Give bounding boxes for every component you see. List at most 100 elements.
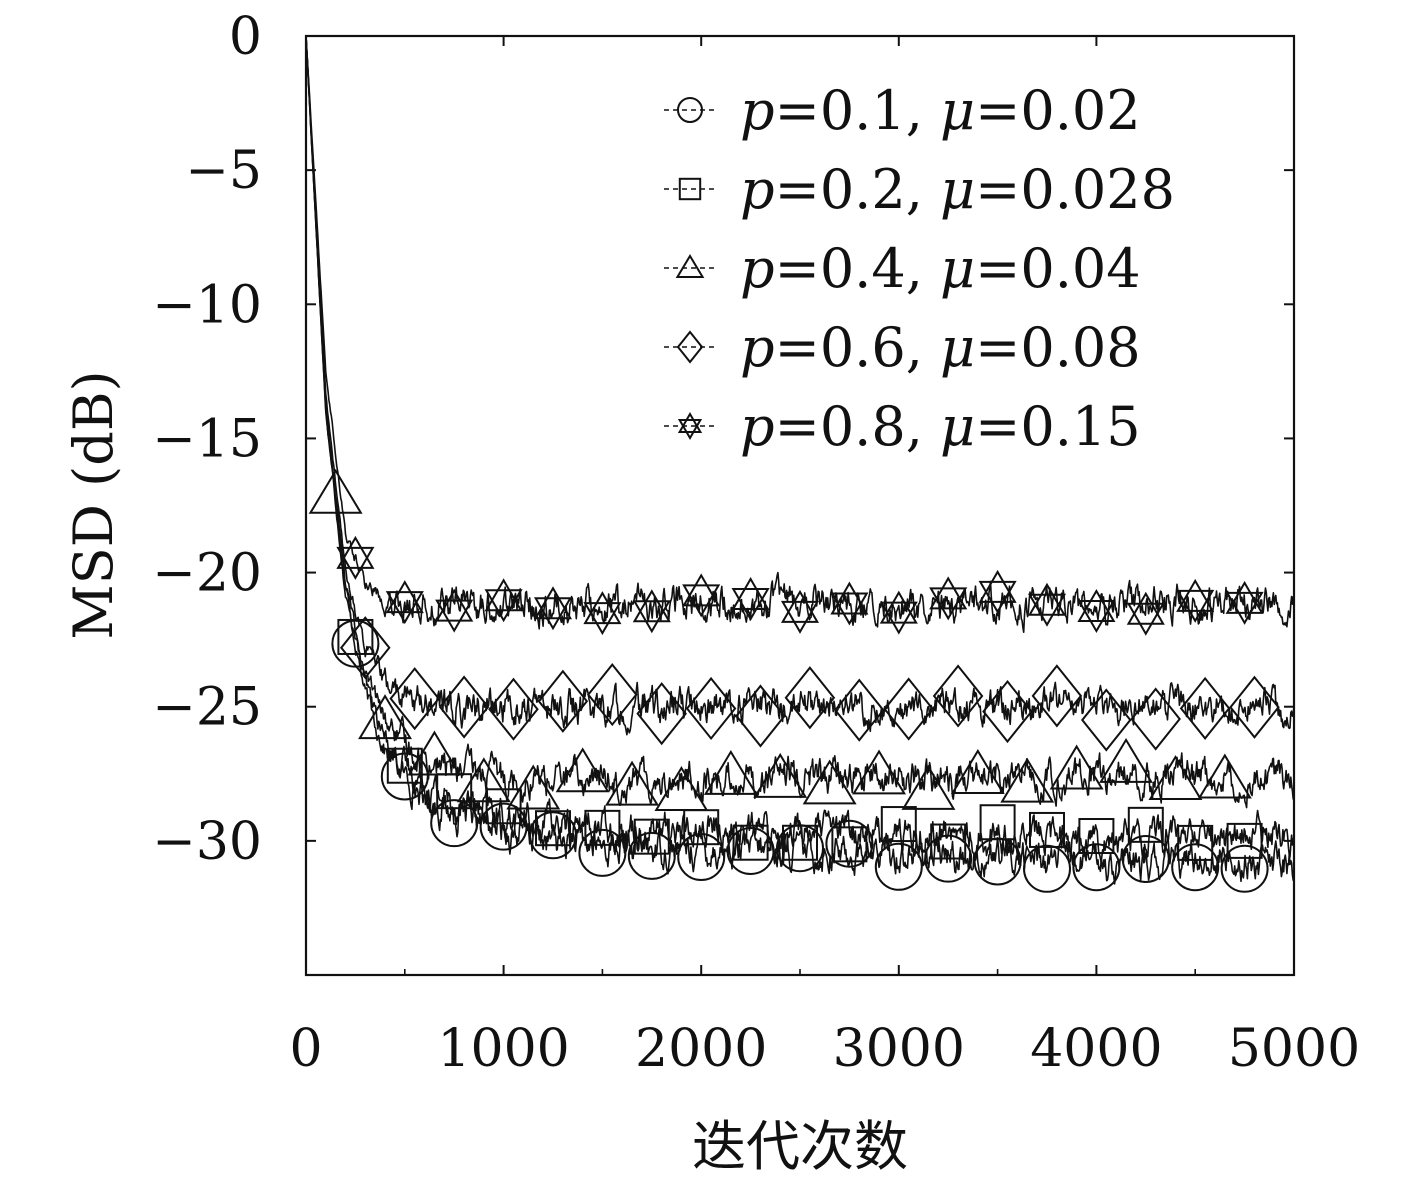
- legend-label: p=0.1, μ=0.02: [740, 79, 1141, 142]
- star-marker: [1225, 591, 1264, 625]
- series-5: [305, 35, 1295, 636]
- triangle-marker: [703, 749, 758, 795]
- star-marker: [1027, 593, 1067, 627]
- triangle-marker: [308, 468, 363, 514]
- circle-marker: [1220, 844, 1269, 893]
- diamond-marker: [1229, 675, 1280, 739]
- triangle-marker: [753, 752, 808, 798]
- diamond-marker: [833, 678, 885, 742]
- legend: p=0.1, μ=0.02 p=0.2, μ=0.028 p=0.4, μ=0.04…: [664, 79, 1175, 458]
- y-tick-label: −20: [152, 544, 262, 604]
- diamond-marker: [1080, 688, 1132, 752]
- star-marker: [929, 576, 968, 610]
- square-marker: [633, 818, 670, 855]
- star-marker: [879, 590, 918, 624]
- circle-marker: [1171, 843, 1220, 892]
- star-marker: [1077, 599, 1116, 633]
- diamond-marker: [735, 684, 786, 748]
- star-marker: [780, 600, 820, 634]
- y-tick-label: −10: [152, 275, 262, 335]
- triangle-marker: [1049, 744, 1104, 790]
- square-marker: [782, 824, 818, 861]
- square-marker: [1029, 811, 1065, 848]
- legend-item-1: p=0.1, μ=0.02: [664, 79, 1141, 142]
- diamond-marker: [636, 682, 687, 746]
- circle-marker: [430, 799, 479, 848]
- circle-marker: [874, 842, 923, 891]
- square-marker: [979, 804, 1016, 841]
- diamond-marker: [685, 676, 737, 741]
- diamond-marker: [339, 616, 391, 680]
- star-marker: [731, 588, 770, 622]
- star-marker: [677, 412, 703, 433]
- triangle-marker: [675, 254, 705, 278]
- star-marker: [978, 580, 1017, 614]
- star-marker: [780, 589, 820, 623]
- circle-marker: [677, 97, 703, 123]
- star-marker: [830, 592, 869, 626]
- star-marker: [1077, 588, 1116, 622]
- star-marker: [632, 589, 671, 623]
- star-marker: [929, 587, 968, 621]
- diamond-marker: [883, 677, 934, 741]
- triangle-marker: [1197, 753, 1252, 799]
- x-tick-label: 4000: [1030, 1019, 1162, 1079]
- circle-marker: [479, 802, 528, 851]
- legend-item-3: p=0.4, μ=0.04: [664, 237, 1141, 300]
- square-marker: [1177, 824, 1214, 861]
- triangle-marker: [456, 757, 511, 803]
- circle-marker: [1072, 843, 1121, 892]
- star-marker: [682, 573, 721, 607]
- diamond-marker: [1179, 676, 1231, 741]
- triangle-marker: [506, 764, 561, 810]
- square-marker: [584, 809, 621, 846]
- star-marker: [583, 591, 622, 625]
- legend-item-4: p=0.6, μ=0.08: [664, 316, 1141, 379]
- star-marker: [682, 584, 721, 618]
- square-marker: [732, 824, 769, 861]
- diamond-marker: [982, 679, 1033, 744]
- diamond-marker: [784, 666, 836, 730]
- star-marker: [1225, 580, 1264, 614]
- x-tick-label: 5000: [1228, 1019, 1360, 1079]
- series-2: [305, 35, 1295, 864]
- star-marker: [1176, 578, 1215, 612]
- square-marker: [485, 788, 522, 825]
- square-marker: [535, 810, 571, 847]
- star-marker: [978, 569, 1017, 603]
- triangle-marker: [605, 760, 660, 806]
- star-marker: [1126, 602, 1165, 636]
- plot-area: [305, 35, 1295, 893]
- triangle-marker: [802, 759, 857, 805]
- circle-marker: [1023, 844, 1071, 893]
- diamond-marker: [389, 667, 440, 731]
- star-marker: [484, 578, 523, 612]
- x-tick-label: 1000: [437, 1019, 569, 1079]
- series-line: [305, 35, 1295, 809]
- square-marker: [678, 177, 702, 201]
- diamond-marker: [1130, 687, 1181, 751]
- diamond-marker: [932, 664, 984, 728]
- star-marker: [879, 601, 918, 635]
- diamond-marker: [676, 330, 704, 364]
- legend-item-5: p=0.8, μ=0.15: [664, 395, 1141, 458]
- triangle-marker: [555, 747, 610, 793]
- star-marker: [677, 419, 703, 440]
- star-marker: [1126, 591, 1165, 625]
- star-marker: [336, 546, 375, 580]
- star-marker: [435, 588, 474, 622]
- series-line: [305, 35, 1295, 633]
- star-marker: [830, 581, 869, 615]
- star-marker: [533, 586, 573, 620]
- star-marker: [533, 597, 573, 631]
- star-marker: [385, 591, 424, 625]
- triangle-marker: [901, 764, 956, 810]
- circle-marker: [529, 811, 577, 860]
- star-marker: [731, 577, 770, 611]
- x-axis-title: 迭代次数: [692, 1115, 908, 1178]
- y-tick-label: −5: [185, 141, 262, 201]
- series-4: [305, 35, 1295, 752]
- series-3: [305, 35, 1295, 811]
- star-marker: [336, 535, 375, 569]
